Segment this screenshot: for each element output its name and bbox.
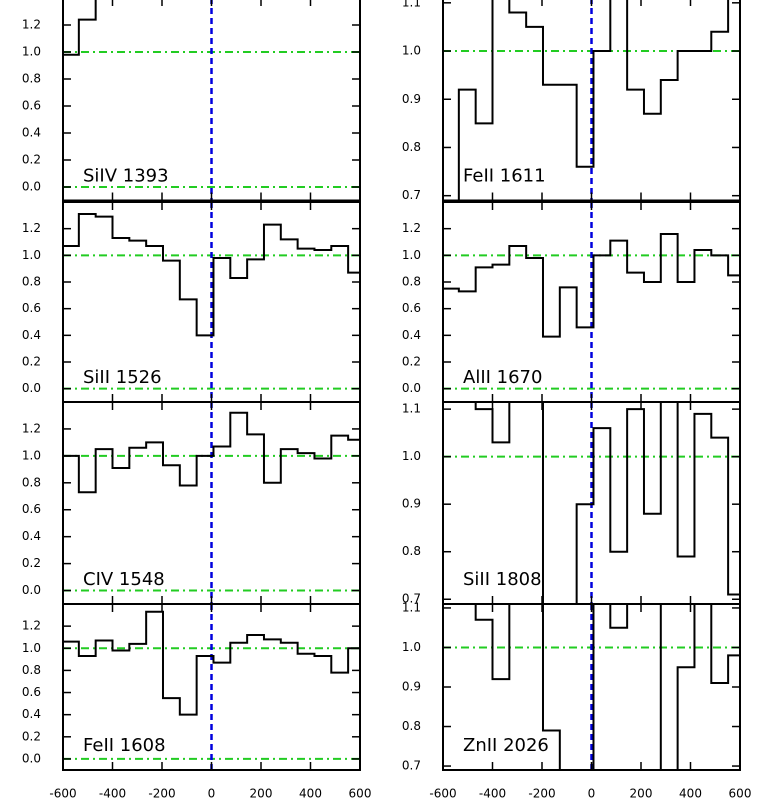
x-tick-label: 600: [349, 787, 372, 801]
y-tick-label: 1.0: [402, 640, 421, 654]
panel-label: SiII 1808: [463, 569, 542, 590]
y-tick-label: 1.2: [22, 18, 41, 32]
x-tick-label: 0: [588, 787, 596, 801]
y-tick-label: 0.8: [402, 275, 421, 289]
x-tick-label: 400: [679, 787, 702, 801]
x-tick-label: -600: [429, 787, 456, 801]
y-tick-label: 0.9: [402, 497, 421, 511]
y-tick-label: 1.0: [22, 45, 41, 59]
x-tick-label: 200: [250, 787, 273, 801]
panel: [443, 604, 740, 770]
y-tick-label: 0.4: [22, 707, 41, 721]
y-tick-label: 1.1: [402, 402, 421, 416]
y-tick-label: 1.0: [402, 44, 421, 58]
y-tick-label: 0.6: [22, 301, 41, 315]
panel-label: FeII 1611: [463, 166, 546, 187]
x-tick-label: 600: [729, 787, 752, 801]
y-tick-label: 0.0: [22, 381, 41, 395]
y-tick-label: 0.6: [402, 301, 421, 315]
y-tick-label: 0.6: [22, 685, 41, 699]
y-tick-label: 0.2: [22, 153, 41, 167]
panel-label: ZnII 2026: [463, 735, 549, 756]
x-tick-label: -200: [528, 787, 555, 801]
y-tick-label: 0.9: [402, 92, 421, 106]
panel: [443, 202, 740, 402]
y-tick-label: 0.2: [22, 729, 41, 743]
flux-line: [457, 0, 730, 201]
y-tick-label: 1.2: [22, 619, 41, 633]
panel: [63, 0, 360, 201]
flux-line: [63, 0, 97, 56]
y-tick-label: 0.6: [22, 99, 41, 113]
y-tick-label: 0.0: [402, 381, 421, 395]
y-tick-label: 1.0: [22, 448, 41, 462]
y-tick-label: 0.2: [22, 556, 41, 570]
x-tick-label: -200: [148, 787, 175, 801]
y-tick-label: 1.0: [402, 248, 421, 262]
panel: [63, 402, 360, 604]
x-tick-label: -600: [49, 787, 76, 801]
panel: [443, 0, 740, 201]
panel-label: SiIV 1393: [83, 166, 169, 187]
y-tick-label: 0.8: [402, 544, 421, 558]
y-tick-label: 0.4: [402, 328, 421, 342]
y-tick-label: 0.8: [22, 275, 41, 289]
y-tick-label: 0.7: [402, 759, 421, 773]
y-tick-label: 0.0: [22, 583, 41, 597]
panel-label: CIV 1548: [83, 569, 165, 590]
y-tick-label: 1.1: [402, 600, 421, 614]
flux-line: [474, 604, 740, 770]
x-tick-label: 200: [630, 787, 653, 801]
flux-line: [474, 402, 740, 604]
panel-label: FeII 1608: [83, 735, 166, 756]
panel: [63, 202, 360, 402]
y-tick-label: 0.2: [22, 355, 41, 369]
y-tick-label: 1.0: [22, 641, 41, 655]
y-tick-label: 0.0: [22, 751, 41, 765]
x-tick-label: -400: [479, 787, 506, 801]
panel: [443, 402, 740, 604]
x-tick-label: 400: [299, 787, 322, 801]
y-tick-label: 1.2: [402, 221, 421, 235]
y-tick-label: 0.8: [22, 475, 41, 489]
flux-line: [443, 233, 740, 338]
y-tick-label: 0.2: [402, 355, 421, 369]
y-tick-label: 0.7: [402, 592, 421, 606]
y-tick-label: 1.2: [22, 421, 41, 435]
y-tick-label: 0.8: [402, 719, 421, 733]
y-tick-label: 0.6: [22, 502, 41, 516]
y-tick-label: 0.4: [22, 328, 41, 342]
y-tick-label: 0.8: [402, 140, 421, 154]
y-tick-label: 1.2: [22, 221, 41, 235]
y-tick-label: 0.4: [22, 529, 41, 543]
y-tick-label: 0.0: [22, 180, 41, 194]
y-tick-label: 0.8: [22, 72, 41, 86]
flux-line: [63, 213, 360, 337]
flux-line: [63, 610, 360, 716]
flux-line: [63, 411, 360, 494]
panel: [63, 604, 360, 770]
y-tick-label: 1.0: [22, 248, 41, 262]
y-tick-label: 0.9: [402, 680, 421, 694]
y-tick-label: 1.0: [402, 449, 421, 463]
panel-label: AlII 1670: [463, 367, 542, 388]
panel-label: SiII 1526: [83, 367, 162, 388]
y-tick-label: 0.4: [22, 126, 41, 140]
y-tick-label: 0.7: [402, 188, 421, 202]
y-tick-label: 0.8: [22, 663, 41, 677]
y-tick-label: 1.1: [402, 0, 421, 9]
x-tick-label: -400: [99, 787, 126, 801]
x-tick-label: 0: [208, 787, 216, 801]
